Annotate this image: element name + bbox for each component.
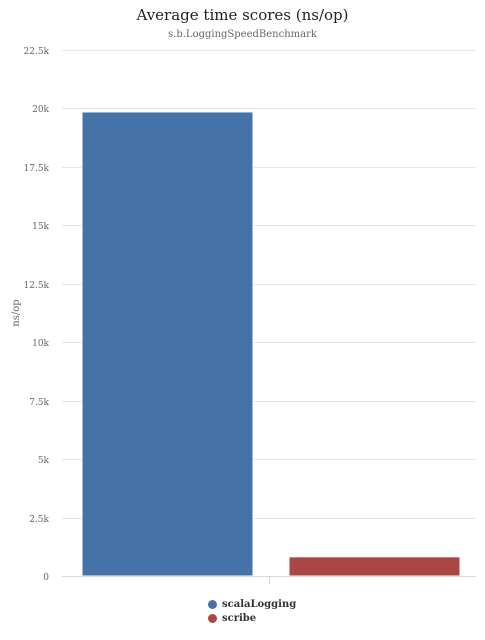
chart-title: Average time scores (ns/op) — [136, 6, 349, 24]
y-tick-label: 10k — [32, 339, 49, 349]
y-tick-label: 15k — [32, 222, 49, 232]
y-tick-label: 7.5k — [29, 398, 49, 408]
y-tick-label: 2.5k — [29, 515, 49, 525]
legend-marker — [208, 599, 217, 609]
legend-label: scalaLogging — [222, 598, 297, 610]
legend-label: scribe — [222, 612, 257, 624]
legend-item-scalaLogging[interactable]: scalaLogging — [208, 597, 296, 611]
y-tick-label: 5k — [38, 456, 50, 466]
bars — [81, 111, 461, 577]
y-tick-label: 22.5k — [24, 47, 50, 57]
y-tick-label: 20k — [32, 105, 49, 115]
y-tick-label: 17.5k — [24, 164, 50, 174]
bar-scribe[interactable] — [288, 556, 461, 577]
chart-subtitle: s.b.LoggingSpeedBenchmark — [168, 29, 317, 40]
legend-marker — [208, 613, 217, 623]
legend-item-scribe[interactable]: scribe — [208, 611, 296, 625]
bar-scalaLogging[interactable] — [81, 111, 254, 577]
legend: scalaLogging scribe — [208, 597, 296, 625]
y-tick-label: 0 — [43, 573, 49, 583]
y-tick-labels: 0 2.5k 5k 7.5k 10k 12.5k 15k 17.5k 20k 22.5k — [24, 47, 50, 583]
y-axis-label: ns/op — [11, 299, 22, 326]
y-tick-label: 12.5k — [24, 281, 50, 291]
x-axis — [62, 576, 476, 584]
